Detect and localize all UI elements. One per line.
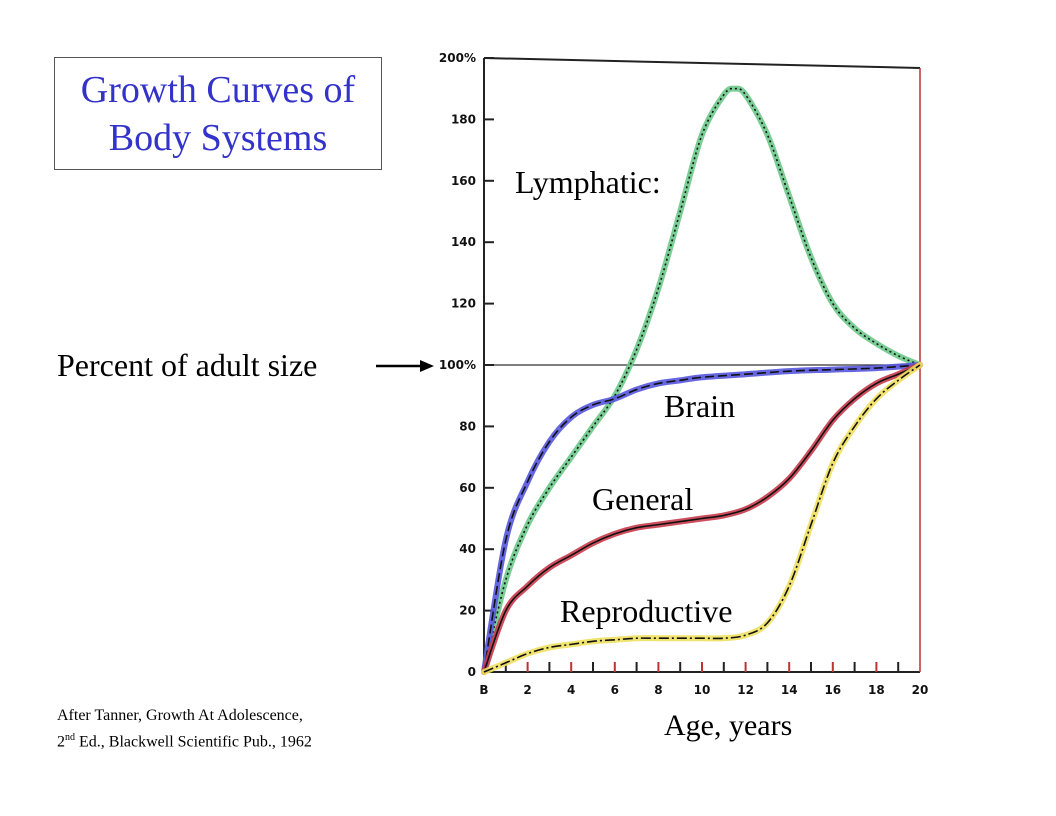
x-tick-label: 6: [611, 683, 619, 697]
y-tick-label: 160: [451, 174, 476, 188]
source-citation: After Tanner, Growth At Adolescence, 2nd…: [57, 705, 312, 753]
y-tick-label: 20: [459, 604, 476, 618]
x-tick-label: 12: [737, 683, 754, 697]
title-line-1: Growth Curves of: [80, 68, 356, 111]
x-tick-label: 10: [694, 683, 711, 697]
title-box: Growth Curves of Body Systems: [54, 57, 382, 170]
y-tick-label: 80: [459, 419, 476, 433]
brain-series-stroke: [483, 364, 921, 673]
x-tick-label: B: [479, 683, 488, 697]
reproductive-series-stroke: [483, 364, 921, 673]
title-line-2: Body Systems: [108, 116, 328, 159]
general-series-stroke: [483, 364, 921, 673]
y-tick-label: 0: [468, 665, 476, 679]
brain-series-label: Brain: [664, 388, 735, 424]
x-tick-label: 16: [824, 683, 841, 697]
x-tick-label: 18: [868, 683, 885, 697]
x-tick-label: 14: [781, 683, 798, 697]
y-tick-label: 100%: [439, 358, 476, 372]
x-axis-label: Age, years: [664, 709, 793, 742]
lymphatic-series-line: [481, 85, 923, 675]
lymphatic-series-label: Lymphatic:: [515, 164, 661, 200]
x-tick-label: 4: [567, 683, 575, 697]
x-tick-label: 8: [654, 683, 662, 697]
reproductive-series-label: Reproductive: [560, 593, 732, 629]
y-tick-label: 140: [451, 235, 476, 249]
general-series-label: General: [592, 481, 693, 517]
x-tick-label: 20: [912, 683, 929, 697]
y-tick-label: 40: [459, 542, 476, 556]
source-line-1: After Tanner, Growth At Adolescence,: [57, 707, 303, 724]
y-tick-label: 120: [451, 297, 476, 311]
source-line-2: 2nd Ed., Blackwell Scientific Pub., 1962: [57, 732, 312, 751]
y-tick-label: 180: [451, 112, 476, 126]
y-tick-label: 200%: [439, 51, 476, 65]
y-tick-label: 60: [459, 481, 476, 495]
y-axis-label: Percent of adult size: [57, 347, 318, 383]
top-frame-line: [483, 57, 921, 69]
arrow-icon: [376, 360, 434, 372]
x-tick-label: 2: [523, 683, 531, 697]
